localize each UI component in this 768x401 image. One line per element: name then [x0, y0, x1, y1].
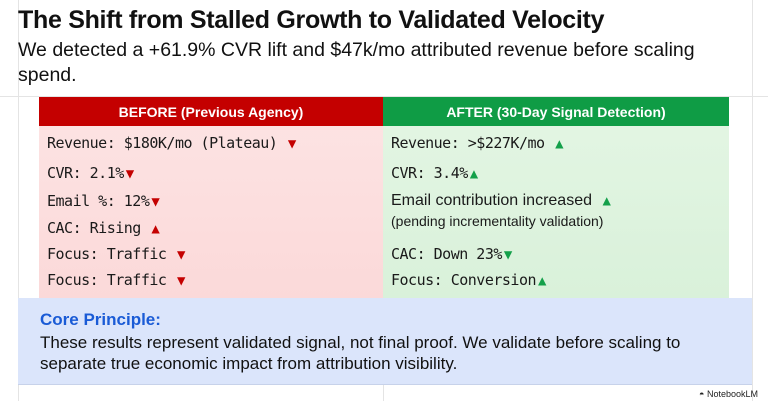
before-row: CVR: 2.1% ▼ [47, 164, 134, 182]
after-header: AFTER (30-Day Signal Detection) [383, 97, 729, 126]
after-row: Revenue: >$227K/mo ▲ [391, 134, 564, 152]
after-row: Email contribution increased ▲ (pending i… [391, 192, 611, 229]
before-header: BEFORE (Previous Agency) [39, 97, 383, 126]
after-column: AFTER (30-Day Signal Detection) Revenue:… [383, 97, 729, 298]
before-row: Focus: Traffic ▼ [47, 245, 185, 263]
after-row: CAC: Down 23% ▼ [391, 245, 512, 263]
up-arrow-icon: ▲ [151, 221, 160, 237]
up-arrow-icon: ▲ [555, 136, 564, 152]
after-row: CVR: 3.4% ▲ [391, 164, 478, 182]
subtitle: We detected a +61.9% CVR lift and $47k/m… [18, 39, 695, 86]
before-column: BEFORE (Previous Agency) Revenue: $180K/… [39, 97, 383, 298]
down-arrow-icon: ▼ [176, 247, 185, 263]
grid-line [752, 0, 753, 401]
up-arrow-icon: ▲ [538, 273, 546, 289]
core-principle-box: Core Principle: These results represent … [18, 298, 752, 385]
up-arrow-icon: ▲ [602, 193, 611, 209]
before-row: CAC: Rising ▲ [47, 219, 160, 237]
grid-line [18, 0, 19, 401]
down-arrow-icon: ▼ [176, 273, 185, 289]
down-arrow-icon: ▼ [125, 166, 134, 182]
grid-line [0, 96, 768, 97]
after-note: (pending incrementality validation) [391, 213, 604, 229]
up-arrow-icon: ▲ [469, 166, 478, 182]
grid-line [383, 385, 384, 401]
after-row: Focus: Conversion ▲ [391, 271, 546, 289]
before-row: Focus: Traffic ▼ [47, 271, 185, 289]
down-arrow-icon: ▼ [287, 136, 296, 152]
before-row: Email %: 12% ▼ [47, 192, 160, 210]
core-principle-text: These results represent validated signal… [40, 333, 681, 373]
page-title: The Shift from Stalled Growth to Validat… [18, 6, 605, 34]
before-row: Revenue: $180K/mo (Plateau) ▼ [47, 134, 296, 152]
brand-watermark: ◓ NotebookLM [699, 389, 758, 399]
core-principle-heading: Core Principle: [40, 310, 161, 329]
notebooklm-logo-icon: ◓ [699, 389, 705, 399]
down-arrow-icon: ▼ [151, 194, 160, 210]
down-arrow-icon: ▼ [503, 247, 512, 263]
